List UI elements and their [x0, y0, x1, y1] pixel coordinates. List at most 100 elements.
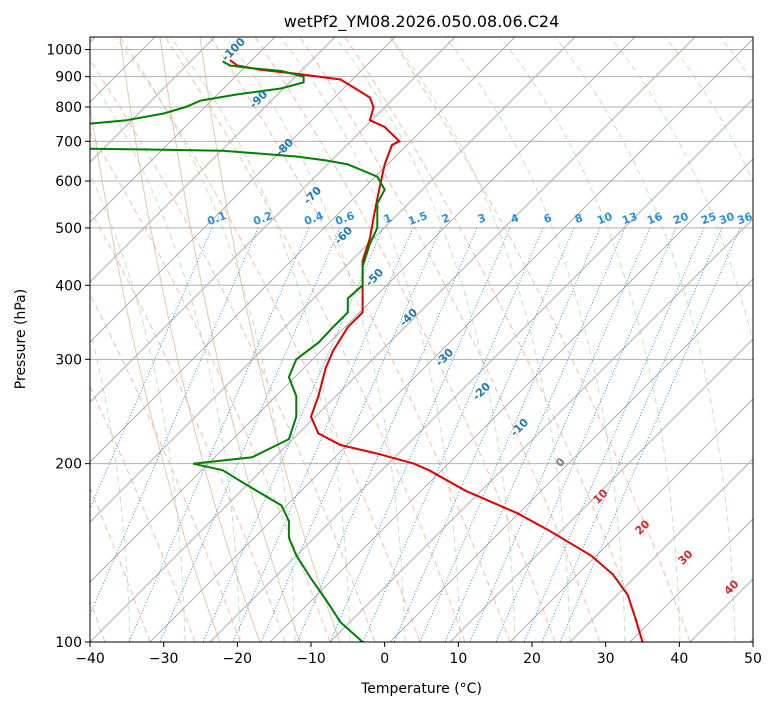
x-tick-label: 30: [597, 651, 615, 667]
dry-adiabat: [164, 37, 466, 642]
isotherm-gridline: [569, 458, 753, 642]
mixing-ratio-line: [128, 227, 310, 642]
moist-adiabat: [114, 37, 296, 642]
mixing-ratio-label: 8: [573, 211, 585, 226]
dry-adiabat: [90, 131, 331, 642]
plot-frame: [89, 36, 754, 643]
x-tick-label: −40: [75, 651, 105, 667]
mixing-ratio-line: [495, 227, 677, 642]
mixing-ratio-label: 1: [382, 211, 394, 226]
mixing-ratio-label: 0.4: [302, 209, 325, 228]
isotherm-gridline: [389, 278, 753, 642]
mixing-ratio-label: 4: [509, 211, 521, 226]
mixing-ratio-line: [362, 227, 544, 642]
moist-adiabat: [554, 37, 736, 642]
mixing-ratio-line: [159, 227, 341, 642]
x-axis: −40 −30 −20 −10 0 10 20 30 40 50: [75, 642, 762, 667]
mixing-ratio-label: 36: [735, 210, 754, 228]
y-tick-label: 100: [55, 635, 82, 651]
dry-adiabat: [299, 37, 601, 642]
mixing-ratio-label: 16: [645, 210, 664, 228]
y-tick-label: 300: [55, 352, 82, 368]
series-line-2: [90, 60, 305, 125]
x-tick-label: −10: [296, 651, 326, 667]
data-lines: [90, 59, 644, 642]
ice-line: [119, 37, 261, 642]
y-tick-label: 800: [55, 100, 82, 116]
isotherm-gridline: [269, 158, 753, 642]
isotherm-gridline: [509, 398, 753, 642]
mixing-ratio-line: [393, 227, 575, 642]
dry-adiabat: [254, 37, 556, 642]
isotherm-gridline: [629, 518, 753, 642]
mixing-ratio-line: [444, 227, 626, 642]
ice-line: [199, 37, 341, 642]
mixing-ratio-line: [469, 227, 651, 642]
mixing-ratio-line: [559, 227, 741, 642]
mixing-ratio-label: 2: [440, 211, 452, 226]
ice-line: [90, 102, 221, 642]
y-axis: 100 200 300 400 500 600 700 800 900 1000: [46, 43, 90, 651]
isotherm-gridline: [90, 37, 696, 642]
dry-adiabat: [209, 37, 511, 642]
mixing-ratio-label: 0.2: [251, 209, 274, 228]
isotherm-gridline: [209, 98, 753, 642]
dry-adiabat: [90, 59, 376, 642]
y-tick-label: 400: [55, 278, 82, 294]
moist-adiabat: [389, 37, 571, 642]
dry-adiabat: [90, 209, 286, 642]
moist-adiabat: [609, 37, 753, 345]
mixing-ratio-line: [329, 227, 511, 642]
dry-adiabat: [389, 37, 691, 642]
dry-adiabat: [344, 37, 646, 642]
mixing-ratio-label: 30: [717, 210, 736, 228]
x-tick-label: 50: [744, 651, 762, 667]
dry-adiabat: [90, 293, 241, 642]
moist-adiabat: [169, 37, 351, 642]
mixing-ratio-line: [90, 227, 259, 616]
mixing-ratio-label: 0.1: [205, 209, 228, 228]
isotherm-gridline: [90, 37, 576, 523]
x-tick-label: −30: [149, 651, 179, 667]
mixing-ratio-label: 0.6: [333, 209, 356, 228]
mixing-ratio-label: 1.5: [406, 209, 429, 228]
isotherm-gridline: [90, 37, 636, 583]
mixing-ratio-label: 3: [476, 211, 488, 226]
moist-adiabat: [334, 37, 516, 642]
isotherm-gridline: [149, 38, 753, 642]
mixing-ratio-label: 6: [542, 211, 554, 226]
isotherm-gridline: [90, 37, 276, 223]
x-tick-label: 10: [449, 651, 467, 667]
x-tick-label: 20: [523, 651, 541, 667]
chart-title: wetPf2_YM08.2026.050.08.06.C24: [284, 12, 560, 32]
x-axis-label: Temperature (°C): [360, 681, 482, 697]
x-tick-label: 40: [670, 651, 688, 667]
y-tick-label: 500: [55, 221, 82, 237]
y-axis-label: Pressure (hPa): [13, 289, 29, 389]
moist-adiabat: [499, 37, 681, 642]
mixing-ratio-line: [523, 227, 705, 642]
mixing-ratio-line: [90, 227, 213, 510]
y-tick-label: 900: [55, 70, 82, 86]
background-lines: [90, 37, 753, 642]
mixing-ratio-label: 10: [595, 210, 614, 228]
isotherm-gridline: [90, 37, 336, 283]
mixing-ratio-label: 20: [671, 210, 690, 228]
y-tick-label: 200: [55, 457, 82, 473]
moist-adiabat: [224, 37, 406, 642]
mixing-ratio-label: 25: [699, 210, 718, 227]
mixing-ratio-line: [296, 227, 478, 642]
mixing-ratio-label: 13: [620, 210, 639, 227]
y-tick-label: 700: [55, 134, 82, 150]
x-tick-label: −20: [223, 651, 253, 667]
y-tick-label: 1000: [46, 43, 82, 59]
isotherm-gridline: [329, 218, 753, 642]
moist-adiabat: [90, 76, 241, 642]
mixing-ratio-line: [419, 227, 601, 642]
y-tick-label: 600: [55, 174, 82, 190]
mixing-ratio-line: [202, 227, 384, 642]
moist-adiabat: [664, 37, 753, 183]
ice-line: [159, 37, 301, 642]
isotherm-gridline: [90, 37, 456, 403]
